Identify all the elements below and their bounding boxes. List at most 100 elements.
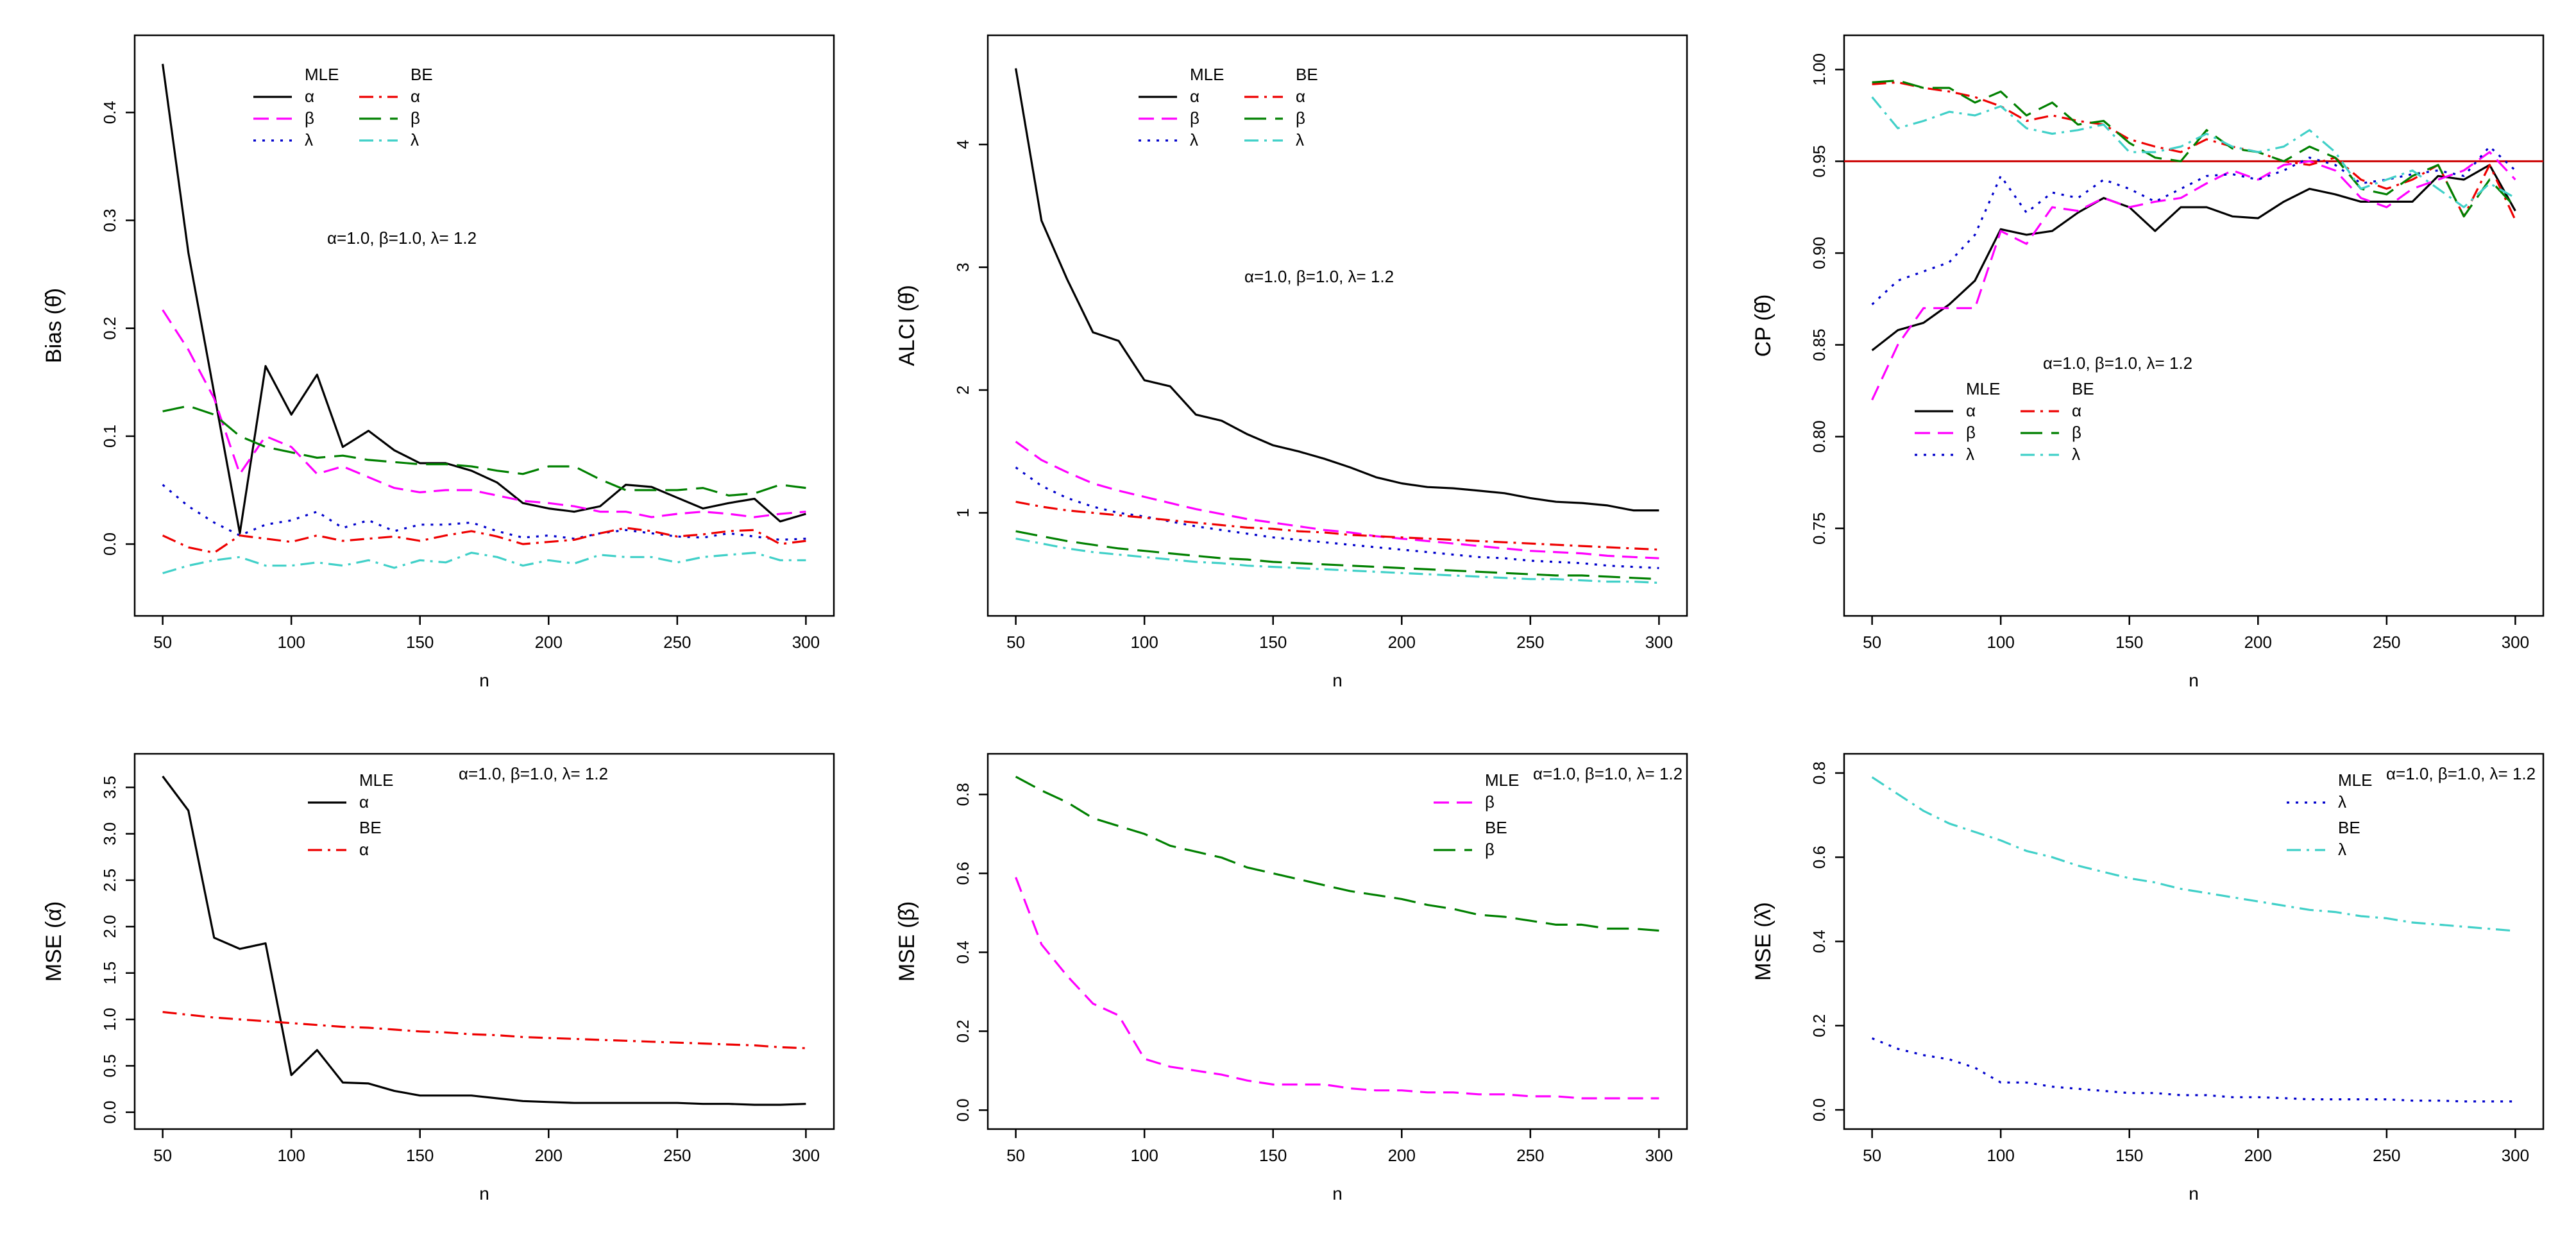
y-tick-label: 0.90	[1809, 237, 1829, 269]
series-line-be_lambda	[1871, 96, 2516, 208]
series-line-be_alpha	[162, 527, 806, 554]
legend-label-be_beta: β	[2072, 423, 2081, 442]
series-line-be_beta	[1872, 79, 2516, 217]
panel-alci: 50 100 150 200 250 300 1 2 3 4 n ALCI (θ̂) α=1.0, β=…	[895, 34, 1688, 690]
y-tick-label: 0.0	[1809, 1098, 1829, 1121]
series-line-be_alpha	[162, 1010, 806, 1050]
legend-label-mle_alpha: α	[359, 792, 369, 812]
x-tick-label: 100	[1987, 1146, 2014, 1165]
series-line-be_alpha	[1015, 500, 1659, 551]
x-tick-label: 300	[792, 1146, 820, 1165]
legend-header-be: BE	[411, 65, 433, 84]
x-tick-label: 250	[1516, 633, 1544, 652]
series-line-be_alpha	[1872, 81, 2516, 221]
parameter-annotation: α=1.0, β=1.0, λ= 1.2	[2043, 353, 2192, 373]
parameter-annotation: α=1.0, β=1.0, λ= 1.2	[459, 764, 608, 783]
legend-label-mle_lambda: λ	[305, 130, 313, 149]
x-tick-label: 150	[406, 633, 434, 652]
y-tick-label: 2	[953, 386, 972, 395]
y-axis-label: CP (θ̂)	[1751, 294, 1775, 357]
y-tick-label: 1.5	[100, 962, 119, 985]
y-tick-label: 4	[953, 140, 972, 149]
panel-mse_alpha: 50 100 150 200 250 300 0.0 0.5 1.0 1.5 2.0 2.5 3.0 3.…	[42, 753, 835, 1204]
legend-label-be_lambda: λ	[1296, 130, 1304, 149]
panel-mse_beta: 50 100 150 200 250 300 0.0 0.2 0.4 0.6 0.8 n MSE (β̂…	[895, 753, 1688, 1204]
legend-header-mle: MLE	[1485, 770, 1519, 790]
y-tick-label: 1.0	[100, 1008, 119, 1031]
legend-label-be_beta: β	[1296, 108, 1305, 128]
legend-label-be_alpha: α	[411, 87, 420, 106]
series-line-mle_lambda	[162, 484, 806, 541]
series-line-be_beta	[1015, 776, 1659, 932]
y-tick-label: 0.1	[100, 425, 119, 448]
panel-mse_lambda: 50 100 150 200 250 300 0.0 0.2 0.4 0.6 0.8 n MSE (λ̂…	[1751, 753, 2545, 1204]
series-line-be_lambda	[1871, 776, 2516, 932]
plot-frame	[133, 753, 835, 1130]
legend-label-be_beta: β	[1485, 840, 1495, 859]
legend-label-mle_beta: β	[305, 108, 314, 128]
x-tick-label: 50	[1863, 1146, 1881, 1165]
x-tick-label: 300	[1645, 1146, 1673, 1165]
plot-frame	[1843, 34, 2545, 617]
y-tick-label: 0.0	[953, 1098, 972, 1121]
x-tick-label: 150	[2115, 1146, 2143, 1165]
x-tick-label: 50	[153, 633, 172, 652]
legend-label-be_lambda: λ	[411, 130, 419, 149]
plot-frame	[133, 34, 835, 617]
legend-header-be: BE	[2072, 379, 2094, 398]
legend-label-mle_lambda: λ	[2338, 792, 2346, 812]
legend-header-mle: MLE	[305, 65, 339, 84]
y-tick-label: 3	[953, 262, 972, 271]
x-tick-label: 100	[1987, 633, 2014, 652]
x-axis-label: n	[1332, 1184, 1343, 1204]
panel-bias: 50 100 150 200 250 300 0.0 0.1 0.2 0.3 0.4 n Bias (θ…	[42, 34, 835, 690]
series-line-mle_lambda	[1871, 1037, 2516, 1103]
legend-header-mle: MLE	[1966, 379, 2000, 398]
x-tick-label: 250	[2373, 633, 2400, 652]
legend-label-mle_beta: β	[1966, 423, 1976, 442]
plot-frame	[1843, 753, 2545, 1130]
legend-label-mle_beta: β	[1190, 108, 1199, 128]
x-tick-label: 250	[663, 1146, 691, 1165]
x-tick-label: 200	[1388, 633, 1416, 652]
y-tick-label: 1	[953, 508, 972, 517]
x-tick-label: 150	[1259, 633, 1287, 652]
y-tick-label: 0.95	[1809, 145, 1829, 178]
y-tick-label: 0.85	[1809, 328, 1829, 361]
legend-label-be_alpha: α	[2072, 401, 2081, 420]
legend-label-be_alpha: α	[1296, 87, 1305, 106]
y-axis-label: Bias (θ̂)	[42, 288, 66, 363]
y-tick-label: 0.4	[100, 101, 119, 124]
legend-header-be: BE	[1296, 65, 1318, 84]
y-axis-label: ALCI (θ̂)	[895, 285, 919, 366]
legend-header-be: BE	[1485, 818, 1507, 837]
x-axis-label: n	[479, 670, 489, 690]
y-tick-label: 3.0	[100, 822, 119, 846]
x-tick-label: 200	[2244, 633, 2272, 652]
legend-label-be_alpha: α	[359, 840, 369, 859]
legend-header-mle: MLE	[1190, 65, 1224, 84]
legend-label-mle_lambda: λ	[1966, 445, 1974, 464]
y-tick-label: 0.2	[953, 1019, 972, 1042]
series-line-mle_beta	[1871, 151, 2516, 401]
y-axis-label: MSE (α̂)	[42, 901, 66, 982]
x-tick-label: 200	[2244, 1146, 2272, 1165]
x-tick-label: 300	[2502, 633, 2529, 652]
y-tick-label: 0.8	[1809, 761, 1829, 785]
x-tick-label: 150	[2115, 633, 2143, 652]
x-axis-label: n	[1332, 670, 1343, 690]
x-tick-label: 50	[1863, 633, 1881, 652]
y-axis-label: MSE (λ̂)	[1751, 902, 1775, 981]
y-tick-label: 0.5	[100, 1054, 119, 1077]
y-tick-label: 0.3	[100, 208, 119, 232]
x-axis-label: n	[2189, 670, 2199, 690]
series-line-mle_beta	[1015, 876, 1659, 1100]
series-line-be_beta	[162, 405, 806, 497]
x-tick-label: 300	[1645, 633, 1673, 652]
series-line-mle_alpha	[162, 64, 806, 534]
